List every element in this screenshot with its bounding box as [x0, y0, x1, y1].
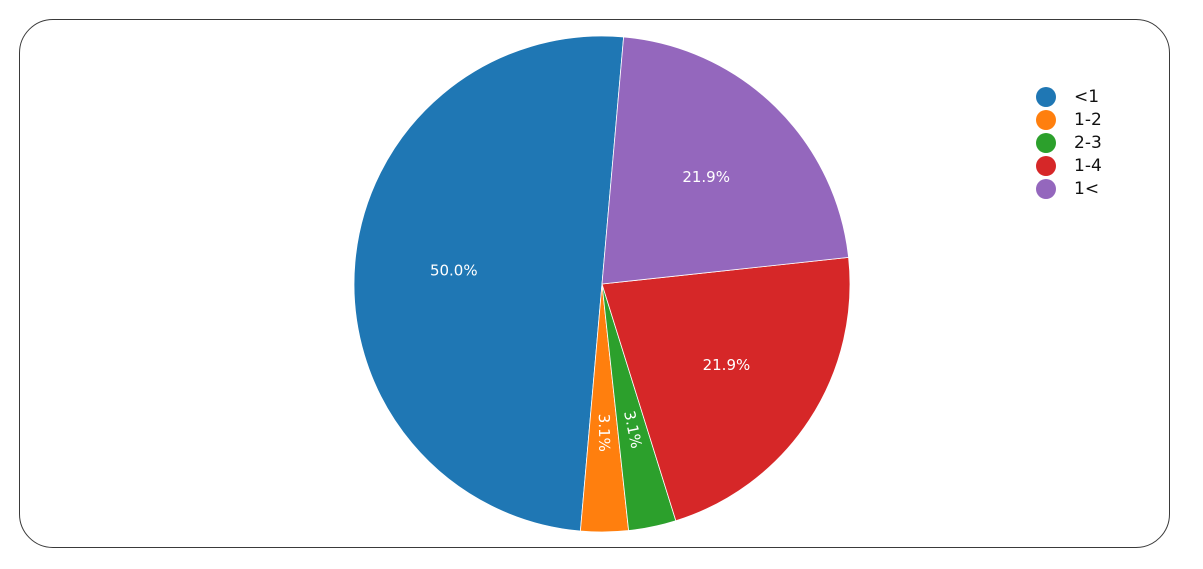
slice-label-5: 21.9% — [682, 168, 730, 186]
legend-swatch-3 — [1036, 133, 1056, 153]
pie-slice-labels: 50.0%3.1% 3.1%21.9%21.9% — [430, 168, 750, 452]
slice-label-4: 21.9% — [703, 356, 751, 374]
legend-label-4: 1-4 — [1074, 156, 1102, 176]
legend-label-5: 1< — [1074, 179, 1099, 199]
legend-label-3: 2-3 — [1074, 133, 1102, 153]
pie-slice-4 — [601, 256, 851, 522]
legend-label-2: 1-2 — [1074, 110, 1102, 130]
pie-slices — [353, 35, 851, 533]
legend-swatch-4 — [1036, 156, 1056, 176]
slice-label-1: 50.0% — [430, 262, 478, 280]
legend-swatch-1 — [1036, 87, 1056, 107]
pie-slice-1 — [353, 35, 625, 532]
pie-slice-5 — [601, 36, 850, 285]
slice-label-2: 3.1% — [595, 414, 613, 452]
legend-label-1: <1 — [1074, 87, 1099, 107]
legend-swatch-2 — [1036, 110, 1056, 130]
legend: <1 1-2 2-3 1-4 1< — [1036, 87, 1102, 199]
legend-swatch-5 — [1036, 179, 1056, 199]
